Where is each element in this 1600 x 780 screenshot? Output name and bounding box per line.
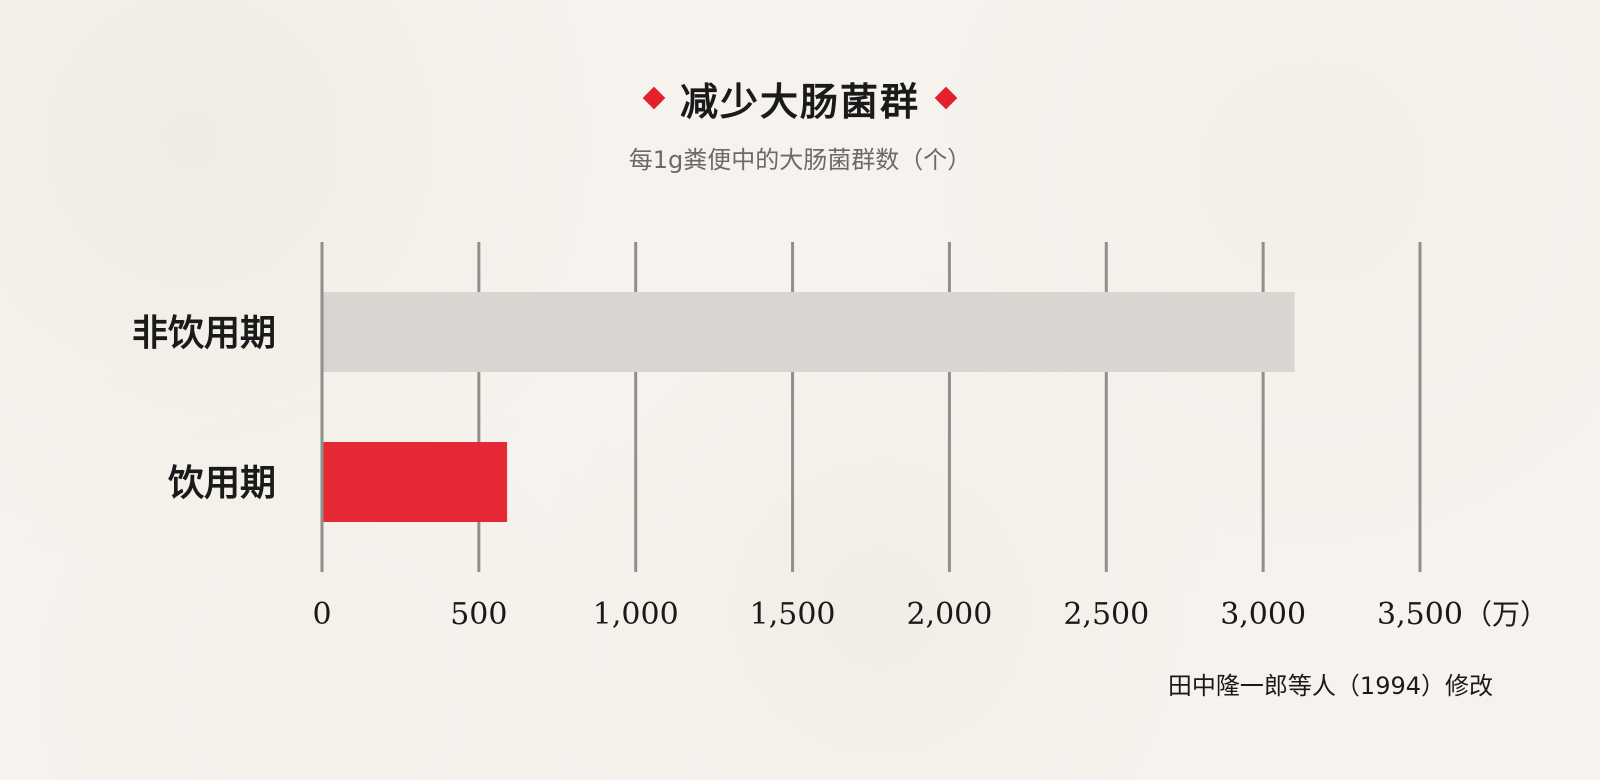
chart-title: 减少大肠菌群 <box>679 78 920 124</box>
x-tick-label: 2,500 <box>1063 597 1149 632</box>
x-tick-label: 1,500 <box>750 597 836 632</box>
category-label: 饮用期 <box>168 462 276 504</box>
bar-drinking-period <box>323 442 508 522</box>
x-tick-label: 1,000 <box>593 597 679 632</box>
x-axis-unit-label: （万） <box>1464 598 1548 631</box>
x-tick-label: 3,500 <box>1377 597 1463 632</box>
source-note: 田中隆一郎等人（1994）修改 <box>1167 672 1493 700</box>
chart-subtitle: 每1g粪便中的大肠菌群数（个） <box>628 146 972 174</box>
x-tick-label: 3,000 <box>1220 597 1306 632</box>
bar-non-drinking-period <box>323 292 1295 372</box>
x-tick-label: 2,000 <box>906 597 992 632</box>
category-label: 非饮用期 <box>132 312 276 354</box>
x-tick-label: 500 <box>450 597 507 632</box>
x-tick-label: 0 <box>312 597 331 632</box>
chart-title-row: 减少大肠菌群 <box>0 70 1600 126</box>
